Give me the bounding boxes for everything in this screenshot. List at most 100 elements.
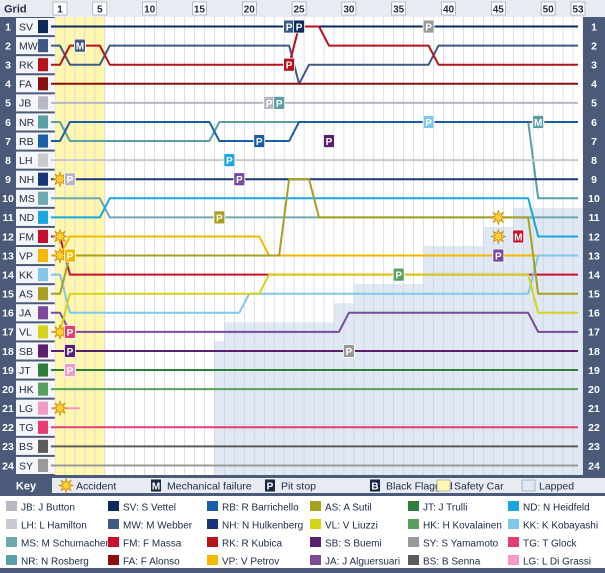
finish-position-label: 15 [588,289,600,301]
driver-key-label: RK: R Kubica [222,539,282,550]
accident-icon [489,228,507,245]
grid-driver-code: RB [19,136,34,148]
event-badge-box [323,134,335,148]
finish-position-label: 12 [588,231,600,243]
event-badge-box [422,115,435,129]
lap-tick-label: 30 [343,4,355,15]
finish-position-label: 16 [588,308,600,320]
grid-position-cell [0,150,16,170]
driver-key-label: FA: F Alonso [123,557,180,568]
lap-tick-box [291,1,307,16]
event-badge-letter: P [425,23,432,34]
key-pit-badge: P [264,478,276,493]
grid-position-cell [0,55,16,75]
lap-tick-label: 1 [57,4,63,15]
key-accident-icon [57,477,75,494]
grid-driver-swatch [38,249,48,263]
driver-key-swatch [408,537,419,547]
grid-driver-code: NR [19,117,35,129]
grid-driver-code: VP [19,250,33,262]
event-badge-letter: P [67,175,74,186]
lap-tick-label: 25 [294,4,306,15]
grid-position-label: 9 [5,174,11,186]
event-badge-letter: P [256,137,263,148]
key-black-badge: B [369,478,381,493]
driver-key-swatch [310,519,321,529]
grid-driver-code: JB [19,98,31,110]
finish-position-label: 19 [588,365,600,377]
grid-driver-swatch [38,77,48,91]
finish-position-label: 7 [591,136,597,148]
finish-position-label: 22 [588,422,600,434]
grid-position-label: 23 [2,441,14,453]
lap-tick-label: 40 [443,4,455,15]
pit-stop-marker: P [223,153,236,168]
driver-key-label: KK: K Kobayashi [523,521,598,532]
grid-position-cell [0,455,16,475]
driver-key-label: AS: A Sutil [325,503,372,514]
event-badge-letter: P [216,213,223,224]
grid-position-cell [0,188,16,208]
driver-key-label: JB: J Button [21,503,75,514]
finish-position-label: 1 [591,21,597,33]
event-badge-box [532,115,545,129]
grid-position-cell [0,398,16,418]
driver-key-label: ND: N Heidfeld [523,503,590,514]
grid-position-label: 20 [2,384,14,396]
grid-position-cell [0,379,16,399]
grid-position-cell [0,93,16,113]
event-badge-box [223,153,236,168]
grid-position-cell [0,436,16,456]
driver-key-label: BS: B Senna [423,557,481,568]
driver-line-nd [51,197,579,238]
lap-tick-label: 53 [572,4,584,15]
grid-position-cell [0,226,16,246]
grid-driver-code: LG [19,403,33,415]
driver-line-kk [51,254,579,314]
grid-position-label: 19 [2,365,14,377]
driver-key-swatch [108,519,119,529]
event-badge-letter: P [276,99,283,110]
grid-position-cell [0,112,16,132]
grid-driver-code: SV [19,21,33,33]
event-badge-letter: P [67,328,74,339]
grid-position-cell [0,74,16,94]
grid-driver-swatch [38,172,48,186]
event-badge-box [253,134,266,148]
grid-position-label: 8 [5,155,11,167]
grid-position-cell [0,169,16,189]
driver-key-swatch [408,555,419,565]
driver-key-label: JA: J Alguersuari [325,557,400,568]
event-badge-letter: P [346,347,353,358]
lap-tick-box [52,1,68,16]
finish-position-cell [583,188,605,208]
lap-tick-label: 5 [97,4,103,15]
grid-position-cell [0,36,16,56]
grid-position-label: 10 [2,193,14,205]
finish-position-label: 6 [591,117,597,129]
finish-position-cell [583,341,605,361]
finish-position-cell [583,360,605,380]
driver-key-swatch [408,501,419,511]
lap-tick-box [341,1,357,16]
grid-driver-code: JA [19,308,31,320]
event-badge-box [293,19,305,34]
driver-key-swatch [6,519,17,529]
finish-position-label: 21 [588,403,600,415]
driver-key-swatch [207,555,218,565]
key-label-black: Black Flagged [386,481,453,493]
finish-position-cell [583,55,605,75]
event-badge-letter: B [371,482,378,493]
finish-position-cell [583,74,605,94]
grid-driver-code: KK [19,269,33,281]
pit-stop-marker: P [253,134,266,148]
driver-key-swatch [6,501,17,511]
grid-position-cell [0,207,16,227]
grid-driver-swatch [38,229,48,243]
finish-position-cell [583,436,605,456]
grid-position-label: 1 [5,21,11,33]
event-badge-box [283,57,296,72]
key-mechanical-badge: M [150,478,162,493]
